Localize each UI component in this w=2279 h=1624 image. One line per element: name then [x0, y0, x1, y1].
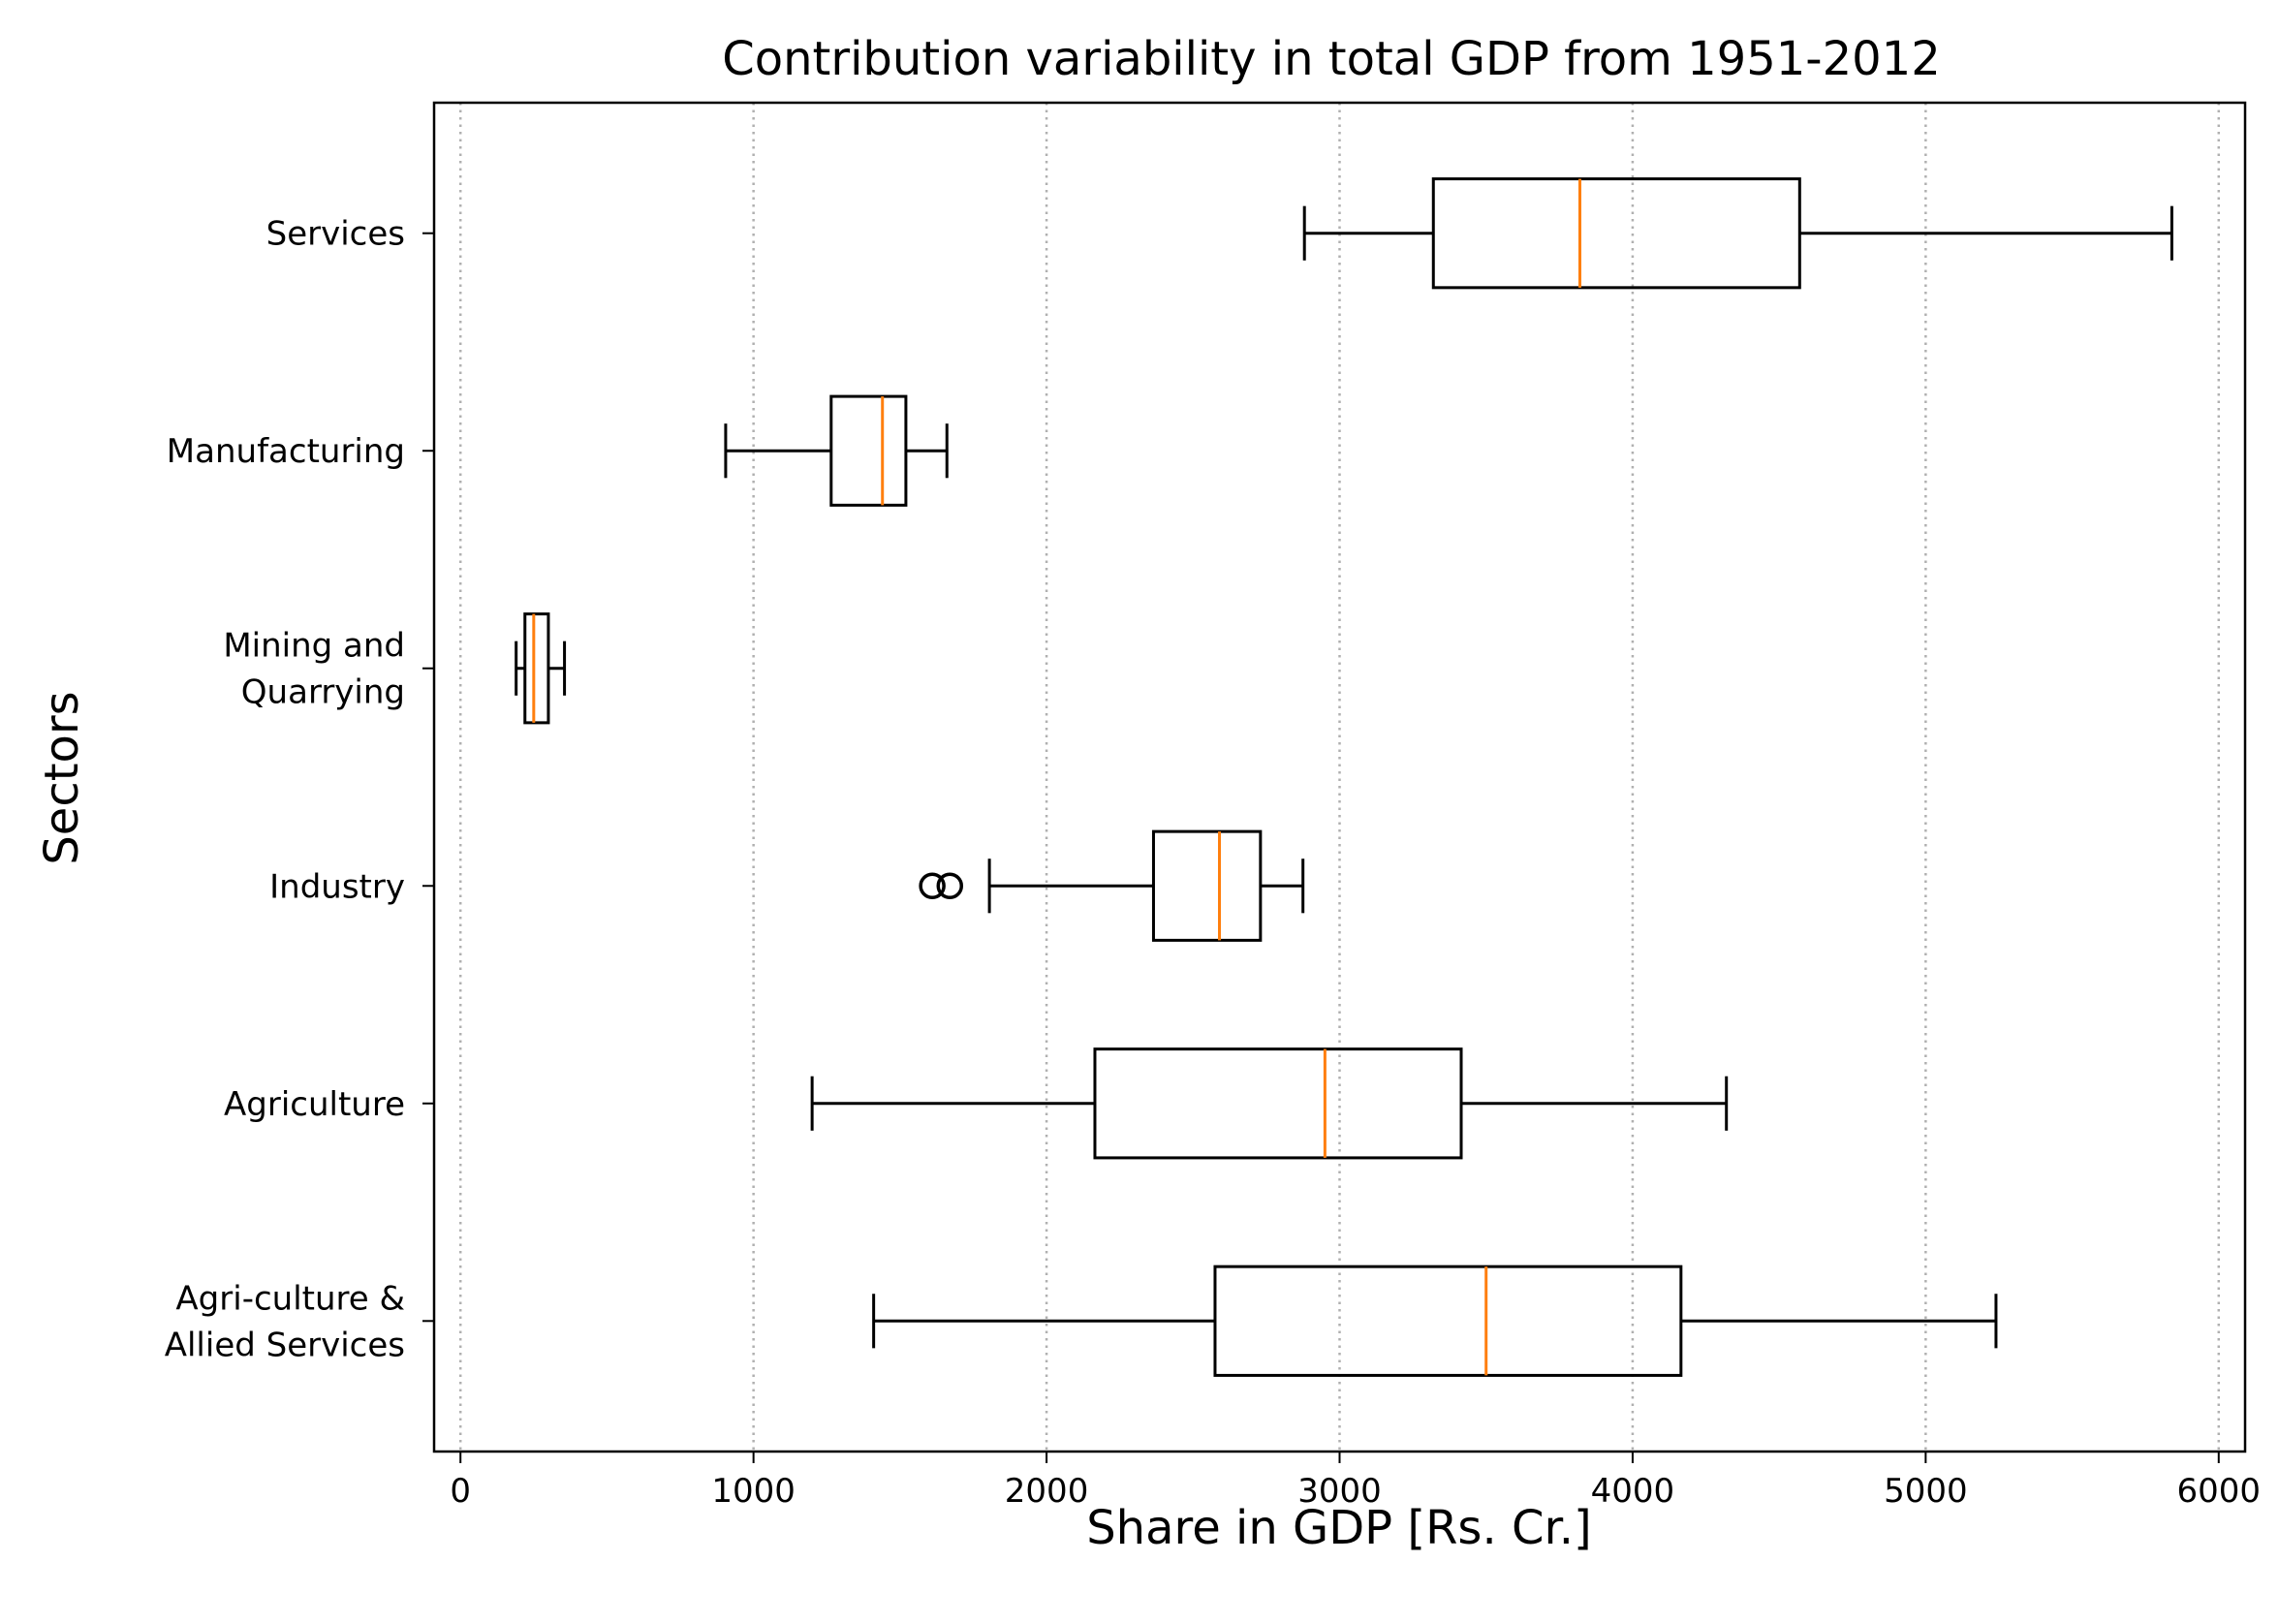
- y-tick-label: Manufacturing: [167, 432, 405, 471]
- box-iqr: [829, 394, 908, 507]
- box-iqr: [1431, 177, 1801, 290]
- x-tick-label: 3000: [1297, 1472, 1382, 1511]
- y-tick-label: Mining and Quarrying: [223, 627, 405, 712]
- box-iqr: [1151, 829, 1263, 942]
- box-iqr: [523, 612, 550, 725]
- x-tick-label: 0: [450, 1472, 471, 1511]
- x-axis-label: Share in GDP [Rs. Cr.]: [1086, 1501, 1592, 1555]
- x-tick-label: 1000: [711, 1472, 796, 1511]
- y-tick-label: Industry: [269, 867, 405, 906]
- boxes: [515, 177, 2173, 1377]
- x-tick-label: 2000: [1005, 1472, 1089, 1511]
- y-tick-label: Agriculture: [224, 1085, 405, 1124]
- box-iqr: [1093, 1047, 1463, 1160]
- x-tick-label: 5000: [1884, 1472, 1968, 1511]
- x-tick-label: 6000: [2177, 1472, 2262, 1511]
- box-iqr: [1213, 1265, 1683, 1377]
- x-axis-ticks: 0 1000 2000 3000 4000 5000 6000: [450, 1452, 2261, 1511]
- y-axis-ticks: Agri-culture & Allied Services Agriculture…: [165, 215, 434, 1364]
- y-tick-label: Agri-culture & Allied Services: [165, 1279, 405, 1364]
- y-axis-label: Sectors: [35, 691, 89, 864]
- outlier-point: [919, 872, 946, 900]
- x-tick-label: 4000: [1591, 1472, 1675, 1511]
- outlier-point: [936, 872, 964, 900]
- y-tick-label: Services: [266, 215, 405, 254]
- chart-title: Contribution variability in total GDP fr…: [722, 32, 1941, 86]
